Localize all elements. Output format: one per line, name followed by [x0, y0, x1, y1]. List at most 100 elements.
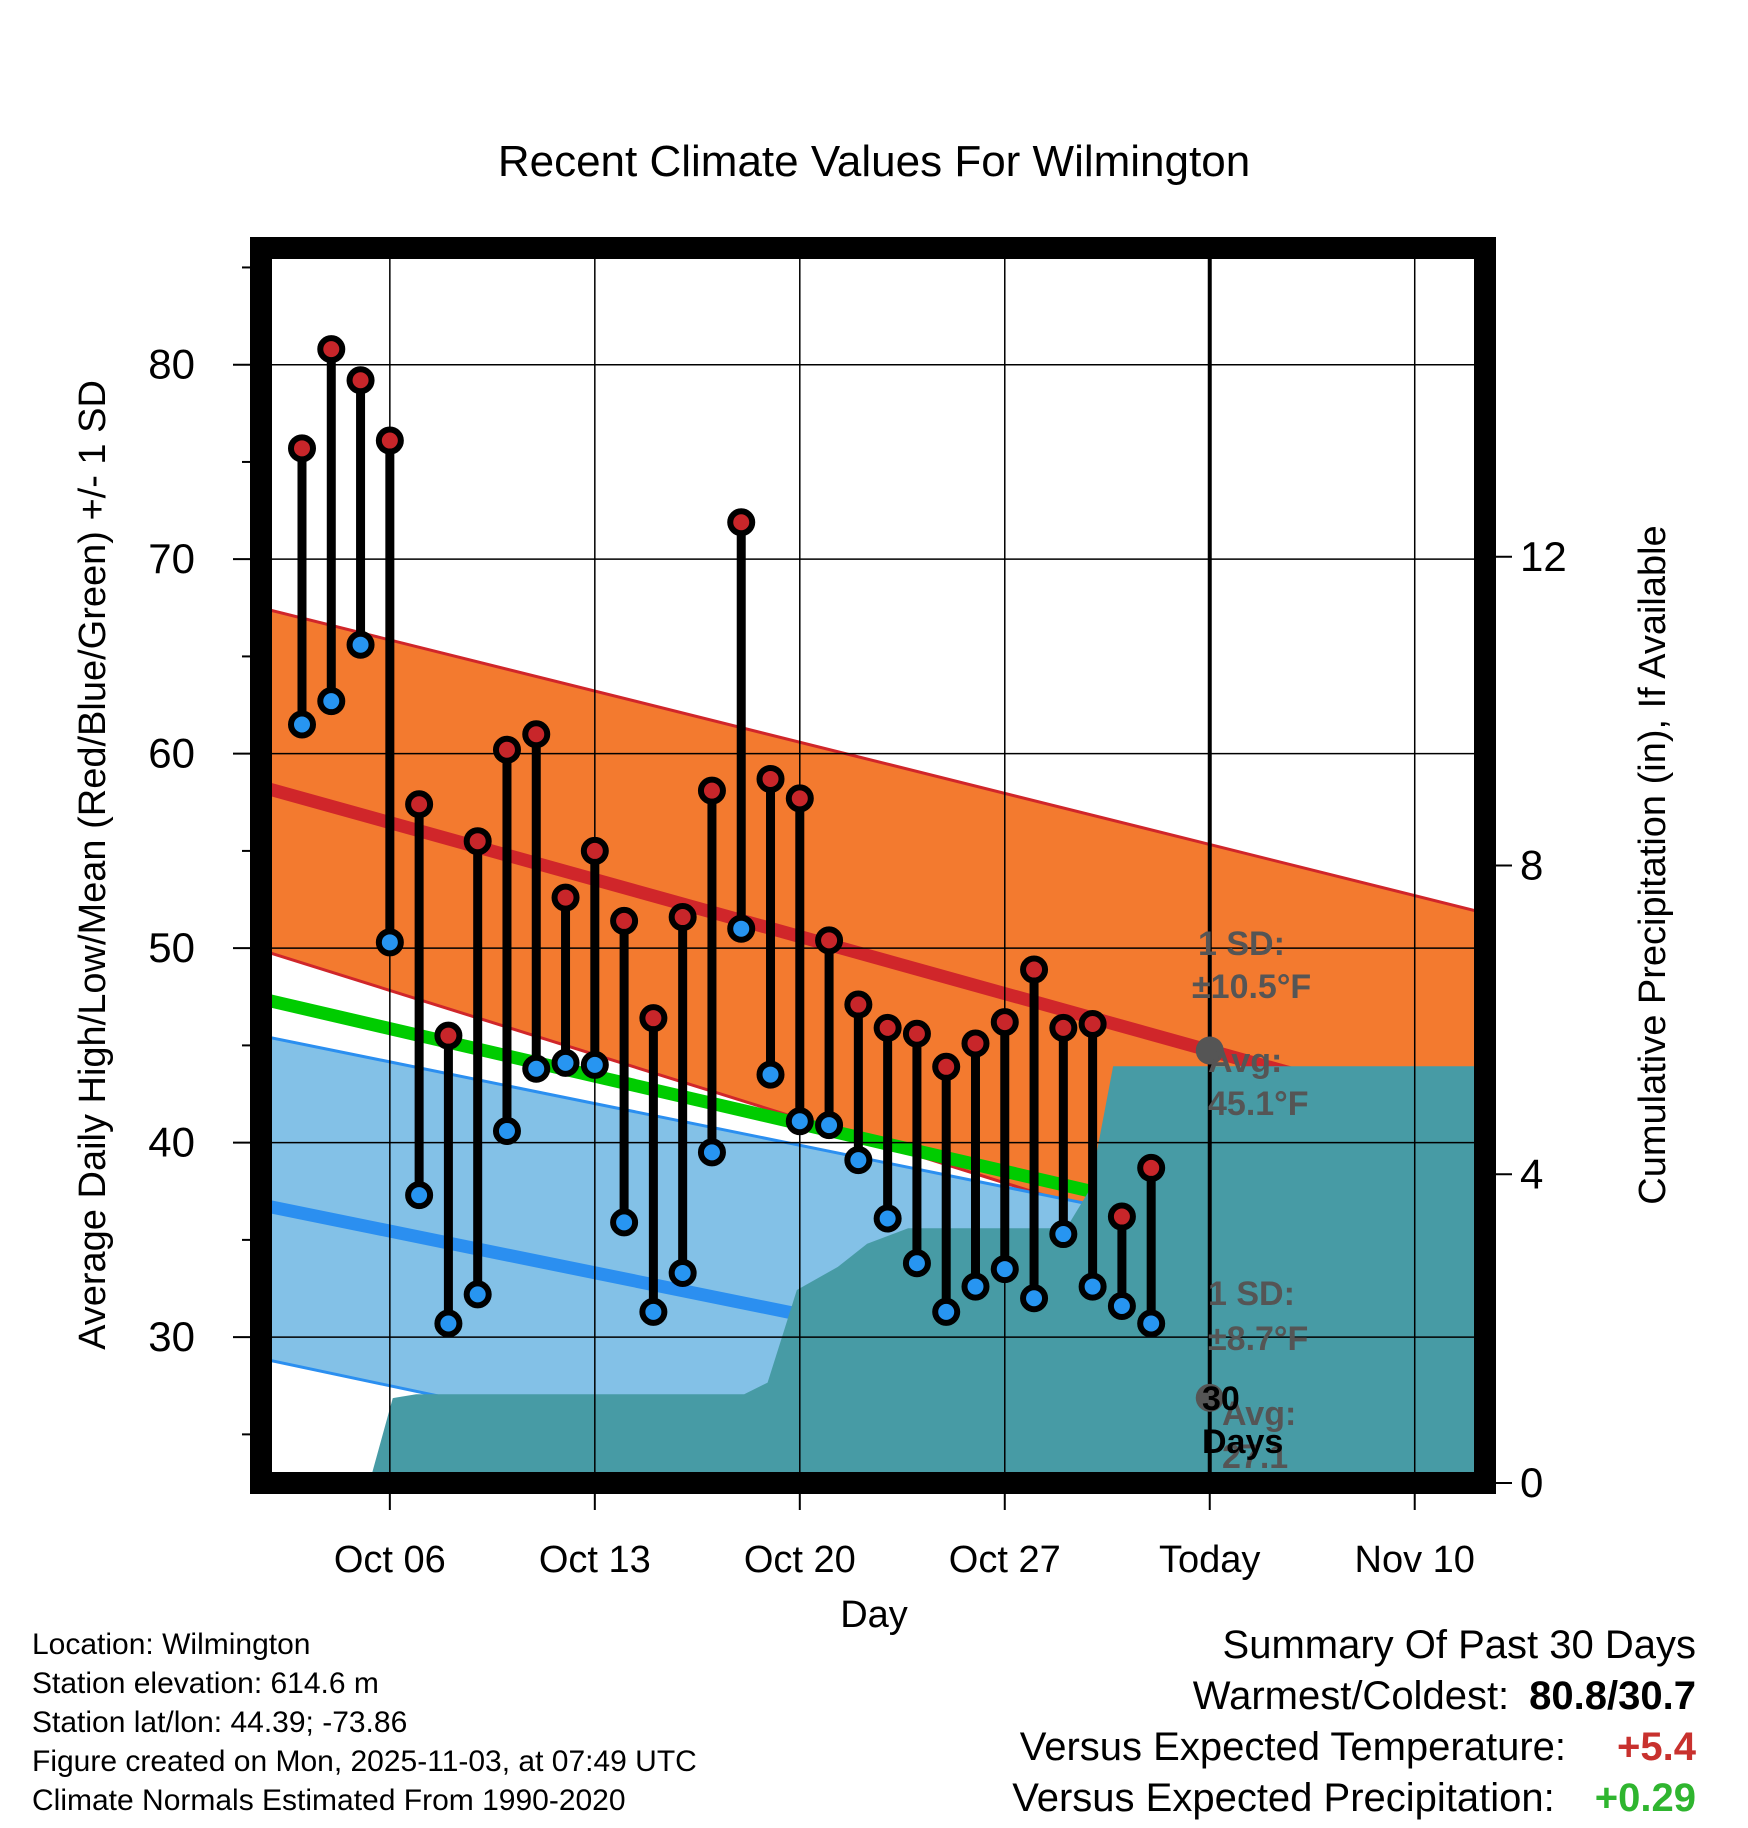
x-tick-label: Oct 13: [539, 1539, 651, 1581]
temperature-departure-value: +5.4: [1617, 1725, 1696, 1769]
daily-high-point: [610, 906, 639, 935]
daily-high-point: [1137, 1153, 1166, 1182]
precipitation-departure-value: +0.29: [1594, 1776, 1696, 1820]
y2-tick-label: 8: [1520, 842, 1543, 889]
daily-high-point: [668, 903, 697, 932]
daily-high-point: [434, 1021, 463, 1050]
daily-low-point: [990, 1255, 1019, 1284]
high-sd-label: 1 SD:: [1198, 925, 1285, 963]
x-axis-label: Day: [840, 1594, 908, 1636]
chart-title: Recent Climate Values For Wilmington: [498, 137, 1250, 186]
precipitation-departure-label: Versus Expected Precipitation:: [1012, 1776, 1555, 1820]
elevation-text: Station elevation: 614.6 m: [32, 1667, 379, 1700]
summary-panel: Summary Of Past 30 Days Warmest/Coldest:…: [1012, 1620, 1696, 1824]
created-text: Figure created on Mon, 2025-11-03, at 07…: [32, 1745, 697, 1778]
y2-tick-label: 0: [1520, 1459, 1543, 1506]
high-avg-value: 45.1°F: [1208, 1085, 1309, 1123]
normals-text: Climate Normals Estimated From 1990-2020: [32, 1784, 626, 1817]
daily-high-point: [932, 1052, 961, 1081]
y-tick-label: 60: [148, 730, 195, 777]
y2-tick-label: 4: [1520, 1150, 1543, 1197]
daily-high-point: [785, 784, 814, 813]
warmest-coldest-row: Warmest/Coldest: 80.8/30.7: [1012, 1671, 1696, 1722]
precipitation-area: [369, 1066, 1485, 1483]
high-band-upper-edge: [261, 606, 1485, 915]
daily-low-point: [932, 1297, 961, 1326]
high-avg-label: Avg:: [1208, 1042, 1282, 1080]
daily-high-point: [492, 735, 521, 764]
daily-low-point: [668, 1258, 697, 1287]
y-tick-label: 80: [148, 341, 195, 388]
days-label-number: 30: [1202, 1380, 1240, 1418]
y-tick-label: 30: [148, 1313, 195, 1360]
summary-title: Summary Of Past 30 Days: [1222, 1623, 1696, 1667]
daily-high-point: [551, 883, 580, 912]
daily-low-point: [551, 1048, 580, 1077]
x-tick-label: Oct 20: [744, 1539, 856, 1581]
temperature-departure-label: Versus Expected Temperature:: [1019, 1725, 1566, 1769]
daily-low-point: [405, 1181, 434, 1210]
x-tick-label: Oct 06: [334, 1539, 446, 1581]
daily-low-point: [873, 1204, 902, 1233]
daily-high-point: [639, 1004, 668, 1033]
y2-tick-label: 12: [1520, 533, 1567, 580]
daily-low-point: [463, 1280, 492, 1309]
daily-high-point: [844, 990, 873, 1019]
daily-low-point: [961, 1272, 990, 1301]
y2-axis-label: Cumulative Precipitation (in), If Availa…: [1632, 525, 1674, 1204]
station-info: Location: Wilmington Station elevation: …: [32, 1625, 697, 1820]
y-tick-label: 40: [148, 1119, 195, 1166]
latlon-text: Station lat/lon: 44.39; -73.86: [32, 1706, 408, 1739]
daily-low-point: [756, 1060, 785, 1089]
daily-high-point: [346, 366, 375, 395]
today-normal-low-point: [1195, 1383, 1224, 1412]
daily-low-point: [639, 1297, 668, 1326]
daily-high-point: [1020, 955, 1049, 984]
y-tick-label: 50: [148, 924, 195, 971]
daily-high-point: [375, 426, 404, 455]
high-sd-value: ±10.5°F: [1192, 968, 1311, 1006]
daily-low-point: [375, 928, 404, 957]
daily-low-point: [610, 1208, 639, 1237]
daily-low-point: [1078, 1272, 1107, 1301]
daily-low-point: [727, 914, 756, 943]
daily-low-point: [902, 1249, 931, 1278]
daily-high-point: [902, 1019, 931, 1048]
temperature-departure-row: Versus Expected Temperature: +5.4: [1012, 1722, 1696, 1773]
plot-frame: [250, 237, 1496, 1494]
daily-low-point: [580, 1050, 609, 1079]
daily-high-point: [317, 335, 346, 364]
daily-high-point: [580, 836, 609, 865]
daily-low-point: [287, 710, 316, 739]
daily-low-point: [317, 687, 346, 716]
x-tick-label: Nov 10: [1355, 1539, 1475, 1581]
daily-low-point: [522, 1054, 551, 1083]
today-normal-high-point: [1195, 1036, 1224, 1065]
low-avg-value: 27.1: [1222, 1438, 1288, 1476]
precipitation-departure-row: Versus Expected Precipitation: +0.29: [1012, 1773, 1696, 1824]
low-sd-value: ±8.7°F: [1208, 1320, 1308, 1358]
warmest-coldest-value: 80.8/30.7: [1529, 1674, 1696, 1718]
daily-high-point: [756, 764, 785, 793]
daily-high-point: [961, 1029, 990, 1058]
daily-high-point: [463, 827, 492, 856]
daily-low-point: [434, 1309, 463, 1338]
warmest-coldest-label: Warmest/Coldest:: [1192, 1674, 1510, 1718]
daily-low-point: [1137, 1309, 1166, 1338]
x-tick-label: Oct 27: [949, 1539, 1061, 1581]
daily-high-point: [697, 776, 726, 805]
daily-low-point: [697, 1138, 726, 1167]
daily-high-point: [1107, 1202, 1136, 1231]
daily-low-point: [1049, 1220, 1078, 1249]
daily-high-point: [1049, 1013, 1078, 1042]
low-sd-label: 1 SD:: [1208, 1275, 1295, 1313]
daily-low-point: [1107, 1292, 1136, 1321]
daily-high-point: [405, 790, 434, 819]
daily-low-point: [492, 1116, 521, 1145]
daily-low-point: [1020, 1284, 1049, 1313]
daily-high-point: [1078, 1010, 1107, 1039]
y-axis-label: Average Daily High/Low/Mean (Red/Blue/Gr…: [72, 380, 114, 1350]
daily-low-point: [785, 1107, 814, 1136]
daily-low-point: [815, 1111, 844, 1140]
